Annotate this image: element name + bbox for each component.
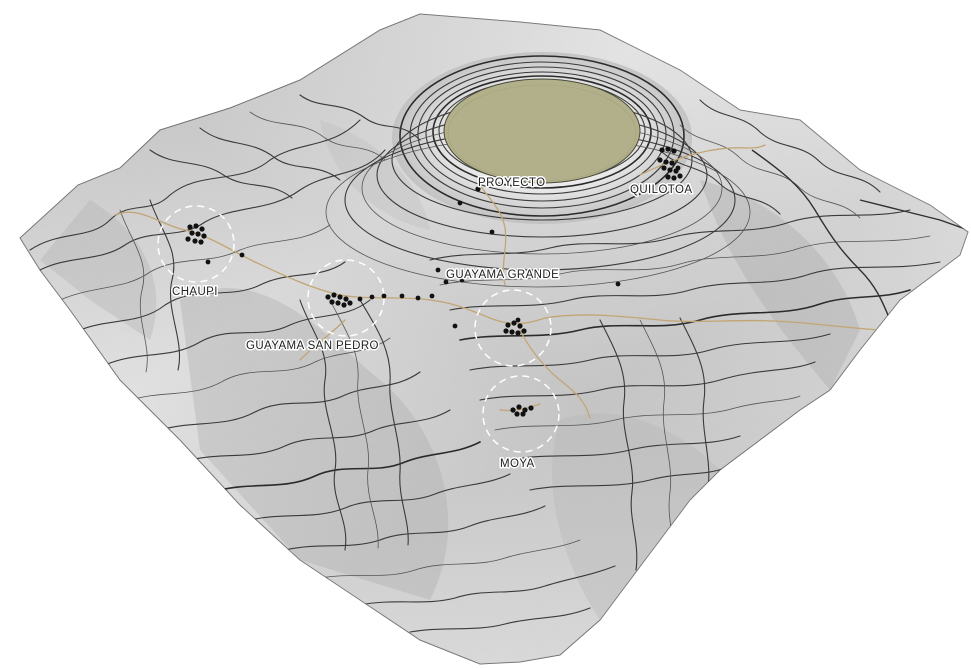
settlement-chaupi — [185, 223, 245, 265]
contour-lines — [29, 94, 941, 633]
settlement-proyecto — [475, 186, 481, 192]
settlement-guayama-grande — [435, 200, 621, 336]
ring-chaupi — [157, 205, 235, 283]
label-chaupi: CHAUPI — [172, 286, 218, 298]
label-quilotoa: QUILOTOA — [630, 184, 692, 196]
ring-guayama-grande — [474, 289, 552, 367]
terrain — [19, 13, 969, 665]
settlement-moya — [510, 404, 534, 417]
terrain-shading — [20, 14, 968, 664]
label-moya: MOYA — [500, 458, 535, 470]
settlement-guayama-san-pedro — [325, 292, 458, 329]
label-proyecto: PROYECTO — [478, 177, 546, 189]
settlement-dots — [185, 146, 683, 417]
place-labels: PROYECTO QUILOTOA GUAYAMA GRANDE CHAUPI … — [171, 176, 694, 472]
ring-moya — [482, 375, 560, 453]
roads — [751, 149, 968, 321]
crater-lake — [443, 78, 641, 184]
hill-shading — [40, 120, 860, 620]
label-guayama-grande: GUAYAMA GRANDE — [446, 269, 559, 281]
label-guayama-san-pedro: GUAYAMA SAN PEDRO — [246, 340, 379, 352]
settlement-quilotoa — [657, 146, 683, 181]
